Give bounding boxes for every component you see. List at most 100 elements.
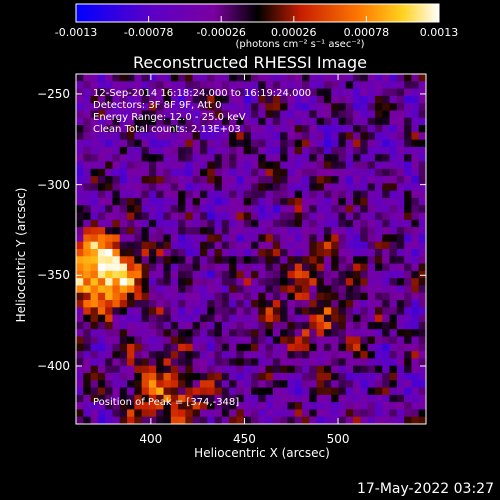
- heatmap-cell: [316, 161, 325, 170]
- heatmap-cell: [272, 358, 281, 367]
- heatmap-cell: [302, 234, 310, 243]
- heatmap-cell: [396, 380, 405, 388]
- heatmap-cell: [353, 329, 361, 337]
- heatmap-cell: [382, 103, 390, 111]
- heatmap-cell: [309, 394, 318, 403]
- heatmap-cell: [389, 139, 398, 148]
- heatmap-cell: [119, 183, 128, 192]
- heatmap-cell: [418, 132, 426, 141]
- heatmap-cell: [148, 336, 157, 345]
- heatmap-cell: [199, 219, 208, 228]
- heatmap-cell: [192, 125, 201, 133]
- heatmap-cell: [76, 329, 84, 337]
- heatmap-cell: [272, 125, 281, 133]
- heatmap-cell: [338, 95, 347, 104]
- heatmap-cell: [207, 132, 215, 141]
- heatmap-cell: [207, 183, 215, 192]
- heatmap-cell: [199, 241, 208, 250]
- heatmap-cell: [192, 343, 201, 352]
- heatmap-cell: [294, 292, 303, 301]
- heatmap-cell: [156, 256, 164, 264]
- heatmap-cell: [134, 416, 143, 424]
- heatmap-cell: [185, 132, 194, 141]
- heatmap-cell: [309, 219, 318, 228]
- heatmap-cell: [280, 270, 288, 279]
- heatmap-cell: [309, 190, 318, 199]
- heatmap-cell: [221, 256, 230, 264]
- heatmap-cell: [287, 132, 296, 141]
- heatmap-cell: [316, 190, 325, 199]
- heatmap-cell: [199, 278, 208, 286]
- heatmap-cell: [396, 416, 405, 424]
- heatmap-cell: [90, 219, 99, 228]
- heatmap-cell: [119, 176, 128, 184]
- heatmap-cell: [258, 103, 266, 111]
- heatmap-cell: [418, 176, 426, 184]
- heatmap-cell: [309, 234, 318, 243]
- heatmap-cell: [119, 387, 128, 396]
- heatmap-cell: [331, 409, 339, 418]
- heatmap-cell: [170, 285, 179, 294]
- heatmap-cell: [345, 300, 354, 308]
- heatmap-cell: [331, 278, 339, 286]
- heatmap-cell: [374, 351, 383, 359]
- heatmap-cell: [294, 351, 303, 359]
- heatmap-cell: [148, 387, 157, 396]
- heatmap-cell: [396, 292, 405, 301]
- heatmap-cell: [192, 314, 201, 323]
- heatmap-cell: [258, 110, 266, 119]
- heatmap-cell: [199, 402, 208, 410]
- heatmap-cell: [141, 205, 150, 213]
- heatmap-cell: [199, 380, 208, 388]
- heatmap-cell: [221, 117, 230, 126]
- heatmap-cell: [374, 168, 383, 177]
- heatmap-cell: [156, 161, 164, 170]
- heatmap-cell: [331, 234, 339, 243]
- heatmap-cell: [170, 409, 179, 418]
- heatmap-cell: [418, 154, 426, 162]
- heatmap-cell: [148, 402, 157, 410]
- heatmap-cell: [323, 125, 332, 133]
- heatmap-cell: [287, 256, 296, 264]
- heatmap-cell: [302, 380, 310, 388]
- heatmap-cell: [221, 95, 230, 104]
- heatmap-cell: [353, 110, 361, 119]
- heatmap-cell: [411, 351, 420, 359]
- heatmap-cell: [192, 409, 201, 418]
- heatmap-cell: [207, 81, 215, 89]
- heatmap-cell: [389, 212, 398, 221]
- heatmap-cell: [404, 190, 412, 199]
- heatmap-cell: [360, 343, 369, 352]
- heatmap-cell: [112, 263, 121, 272]
- heatmap-cell: [243, 380, 252, 388]
- heatmap-cell: [272, 154, 281, 162]
- heatmap-cell: [258, 183, 266, 192]
- heatmap-cell: [141, 219, 150, 228]
- heatmap-cell: [265, 263, 274, 272]
- heatmap-cell: [280, 329, 288, 337]
- heatmap-cell: [127, 161, 135, 170]
- heatmap-cell: [83, 117, 91, 126]
- heatmap-cell: [112, 95, 121, 104]
- heatmap-cell: [331, 241, 339, 250]
- heatmap-cell: [83, 103, 91, 111]
- heatmap-cell: [192, 227, 201, 235]
- heatmap-cell: [214, 336, 223, 345]
- heatmap-cell: [97, 161, 106, 170]
- heatmap-cell: [214, 139, 223, 148]
- heatmap-cell: [199, 292, 208, 301]
- x-tick-label: 400: [139, 432, 163, 446]
- heatmap-cell: [323, 263, 332, 272]
- heatmap-cell: [309, 95, 318, 104]
- heatmap-cell: [105, 190, 113, 199]
- heatmap-cell: [367, 161, 376, 170]
- heatmap-cell: [141, 358, 150, 367]
- heatmap-cell: [309, 278, 318, 286]
- heatmap-cell: [185, 154, 194, 162]
- heatmap-cell: [90, 249, 99, 257]
- heatmap-cell: [396, 402, 405, 410]
- heatmap-cell: [163, 219, 172, 228]
- heatmap-cell: [105, 103, 113, 111]
- heatmap-cell: [382, 190, 390, 199]
- heatmap-cell: [112, 205, 121, 213]
